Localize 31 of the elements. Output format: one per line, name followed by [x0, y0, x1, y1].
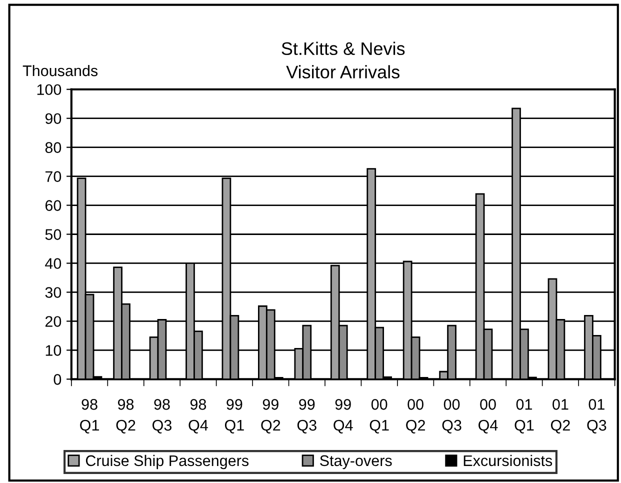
x-tick-label: 98 Q4	[188, 399, 208, 434]
x-tick-label: 00 Q2	[406, 399, 425, 434]
y-tick-label: 60	[45, 200, 62, 211]
x-tick-label: 01 Q3	[587, 399, 606, 434]
y-tick-label: 80	[45, 142, 62, 153]
x-tick-label: 98 Q1	[80, 399, 99, 434]
y-axis-title: Thousands	[22, 64, 98, 76]
legend-label: Excursionists	[464, 454, 552, 466]
x-tick-label: 01 Q2	[550, 399, 570, 434]
x-tick-label: 99 Q2	[261, 399, 280, 434]
x-tick-label: 00 Q3	[442, 399, 462, 434]
y-tick-label: 100	[37, 84, 62, 96]
chart-title: St.Kitts & Nevis Visitor Arrivals	[282, 42, 405, 78]
x-tick-label: 00 Q4	[478, 399, 498, 434]
x-tick-label: 01 Q1	[514, 399, 534, 434]
y-tick-label: 10	[46, 345, 62, 356]
y-tick-label: 90	[45, 113, 62, 124]
legend-label: Cruise Ship Passengers	[86, 454, 249, 470]
x-tick-label: 98 Q3	[152, 399, 172, 434]
x-tick-label: 99 Q1	[224, 399, 244, 434]
y-tick-label: 20	[45, 316, 62, 327]
y-tick-label: 50	[45, 229, 62, 240]
y-tick-label: 70	[45, 171, 62, 182]
y-tick-label: 40	[45, 258, 62, 269]
x-tick-label: 99 Q3	[297, 399, 316, 434]
legend-label: Stay-overs	[320, 455, 392, 470]
x-tick-label: 00 Q1	[370, 399, 389, 434]
y-tick-label: 0	[54, 374, 62, 385]
x-tick-label: 99 Q4	[334, 399, 353, 434]
x-tick-label: 98 Q2	[116, 399, 136, 434]
y-tick-label: 30	[45, 287, 62, 298]
